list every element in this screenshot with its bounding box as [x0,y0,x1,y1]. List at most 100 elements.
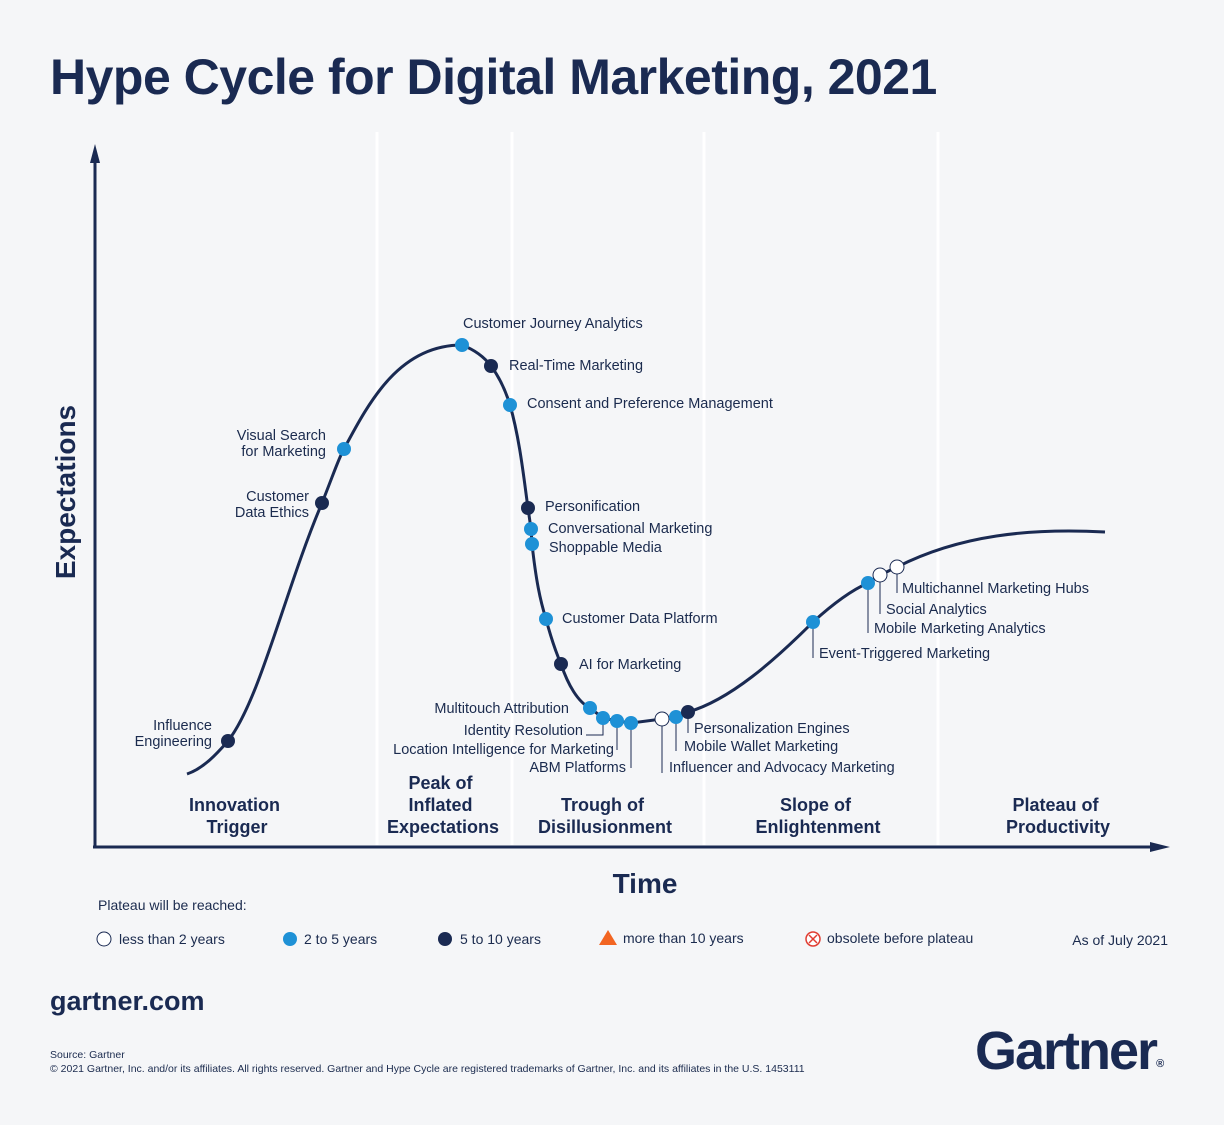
legend: Plateau will be reached: less than 2 yea… [96,897,1168,948]
tech-dot [221,734,235,748]
tech-dot [315,496,329,510]
axes [90,144,1170,852]
legend-label-obsolete-before-plateau: obsolete before plateau [827,930,973,946]
tech-label: Mobile Wallet Marketing [684,739,838,755]
tech-label: Identity Resolution [464,723,583,739]
legend-heading: Plateau will be reached: [98,897,247,913]
phase-peak-of-inflated-expectations: Peak of Inflated Expectations [387,773,499,837]
tech-label: Real-Time Marketing [509,358,643,374]
registered-mark: ® [1156,1058,1165,1070]
tech-shoppable-media: Shoppable Media [525,537,663,556]
tech-dot [503,398,517,412]
tech-label: Multitouch Attribution [434,701,569,717]
tech-dot [521,501,535,515]
tech-label: Customer Data Platform [562,611,718,627]
tech-mobile-wallet-marketing: Mobile Wallet Marketing [669,710,838,755]
tech-multitouch-attribution: Multitouch Attribution [434,701,597,717]
tech-label: Personification [545,499,640,515]
tech-dot [681,705,695,719]
tech-dot [610,714,624,728]
y-axis-arrow [90,144,100,163]
tech-label: Mobile Marketing Analytics [874,621,1046,637]
phase-trough-of-disillusionment: Trough of Disillusionment [538,795,672,837]
tech-label: AI for Marketing [579,657,681,673]
tech-multichannel-marketing-hubs: Multichannel Marketing Hubs [889,559,1089,597]
legend-label-5-to-10-years: 5 to 10 years [460,931,541,947]
tech-label: Event-Triggered Marketing [819,646,990,662]
tech-label: Influencer and Advocacy Marketing [669,760,895,776]
tech-dot [525,537,539,551]
tech-customer-data-ethics: Customer Data Ethics [235,489,329,521]
phase-slope-of-enlightenment: Slope of Enlightenment [756,795,881,837]
tech-dot [337,442,351,456]
tech-social-analytics: Social Analytics [872,567,987,618]
legend-label-less-than-2-years: less than 2 years [119,931,225,947]
tech-ai-for-marketing: AI for Marketing [554,657,681,673]
tech-dot [889,559,905,575]
tech-label: Influence Engineering [135,718,212,750]
tech-dot [596,711,610,725]
blue-circle-icon [283,932,297,946]
tech-label: Conversational Marketing [548,521,712,537]
tech-customer-data-platform: Customer Data Platform [539,611,718,627]
tech-label: Customer Journey Analytics [463,316,643,332]
tech-label: Multichannel Marketing Hubs [902,581,1089,597]
tech-dot [484,359,498,373]
tech-label: Personalization Engines [694,721,850,737]
y-axis-title: Expectations [50,405,81,579]
tech-dot [624,716,638,730]
legend-label-2-to-5-years: 2 to 5 years [304,931,377,947]
tech-label: Customer Data Ethics [235,489,309,521]
copyright-line: © 2021 Gartner, Inc. and/or its affiliat… [50,1063,805,1075]
tech-influence-engineering: Influence Engineering [135,718,235,750]
tech-influencer-and-advocacy-marketing: Influencer and Advocacy Marketing [654,711,895,776]
x-axis-title: Time [613,868,678,899]
gartner-logo: Gartner® [975,1020,1164,1082]
tech-consent-and-preference-management: Consent and Preference Management [503,396,773,412]
tech-label: ABM Platforms [529,760,626,776]
phase-plateau-of-productivity: Plateau of Productivity [1006,795,1110,837]
tech-identity-resolution: Identity Resolution [464,711,610,739]
tech-customer-journey-analytics: Customer Journey Analytics [455,316,643,352]
tech-dot [861,576,875,590]
site-url: gartner.com [50,986,205,1016]
tech-abm-platforms: ABM Platforms [529,716,638,776]
red-crossed-circle-icon [805,931,821,947]
tech-visual-search-for-marketing: Visual Search for Marketing [237,428,351,460]
gartner-logo-text: Gartner [975,1021,1158,1081]
navy-circle-icon [438,932,452,946]
tech-dot [539,612,553,626]
tech-dot [455,338,469,352]
phase-labels: Innovation Trigger Peak of Inflated Expe… [189,773,1110,837]
phase-innovation-trigger: Innovation Trigger [189,795,285,837]
tech-dot [524,522,538,536]
tech-mobile-marketing-analytics: Mobile Marketing Analytics [861,576,1046,637]
tech-dot [554,657,568,671]
tech-label: Location Intelligence for Marketing [393,742,614,758]
tech-location-intelligence-for-marketing: Location Intelligence for Marketing [393,714,624,758]
tech-label: Consent and Preference Management [527,396,773,412]
tech-personification: Personification [521,499,640,515]
source-line: Source: Gartner [50,1049,125,1061]
tech-dot [654,711,670,727]
as-of-date: As of July 2021 [1072,932,1168,948]
source-note: Source: Gartner © 2021 Gartner, Inc. and… [50,1048,805,1076]
tech-label: Shoppable Media [549,540,663,556]
tech-dot [583,701,597,715]
tech-conversational-marketing: Conversational Marketing [524,521,712,537]
tech-dot [669,710,683,724]
tech-real-time-marketing: Real-Time Marketing [484,358,643,374]
technology-markers: Influence Engineering Customer Data Ethics V… [135,316,1089,776]
tech-dot [806,615,820,629]
tech-label: Visual Search for Marketing [237,428,326,460]
x-axis-arrow [1150,842,1170,852]
orange-triangle-icon [599,930,617,945]
phase-dividers [375,132,940,845]
white-circle-icon [96,931,112,947]
tech-label: Social Analytics [886,602,987,618]
tech-event-triggered-marketing: Event-Triggered Marketing [806,615,990,662]
tech-dot [872,567,888,583]
legend-label-more-than-10-years: more than 10 years [623,930,744,946]
tech-personalization-engines: Personalization Engines [681,705,850,737]
